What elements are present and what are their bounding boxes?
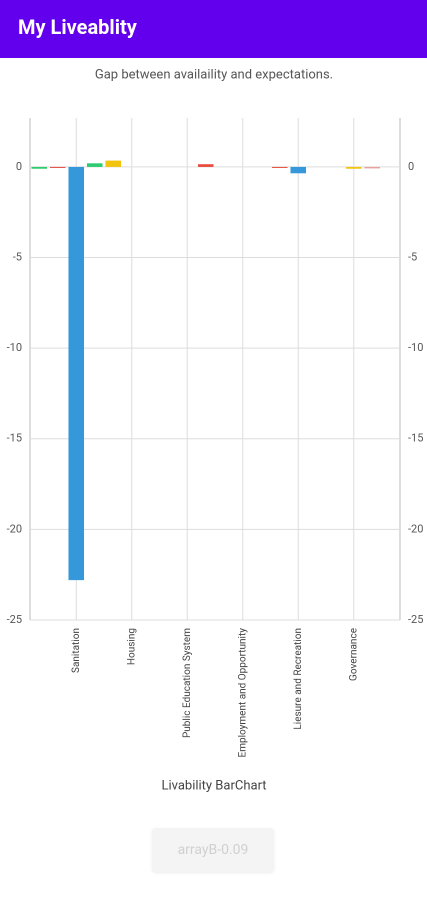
x-tick-label: Liesure and Recreation: [293, 628, 304, 730]
y-tick-label: -10: [7, 341, 22, 354]
app-title: My Liveablity: [18, 15, 137, 39]
bar: [49, 166, 66, 168]
y2-tick-label: -10: [408, 341, 423, 354]
x-tick-label: Sanitation: [71, 628, 82, 673]
y2-tick-label: -20: [408, 522, 423, 535]
bar: [197, 164, 214, 167]
app-bar: My Liveablity: [0, 0, 427, 58]
y2-tick-label: -5: [408, 250, 417, 263]
x-tick-label: Employment and Opportunity: [237, 628, 248, 758]
bar: [290, 166, 307, 174]
chart-title: Gap between availaility and expectations…: [95, 67, 333, 82]
x-axis-title: Livability BarChart: [161, 778, 266, 793]
x-tick-label: Governance: [348, 628, 359, 681]
y-tick-label: -25: [7, 613, 22, 626]
y-tick-label: -20: [7, 522, 22, 535]
bar: [345, 166, 362, 169]
y2-tick-label: -25: [408, 613, 423, 626]
bar: [31, 166, 48, 169]
y2-tick-label: 0: [408, 160, 414, 173]
y-tick-label: -5: [13, 250, 22, 263]
chart: Gap between availaility and expectations…: [7, 67, 424, 793]
x-tick-label: Public Education System: [182, 628, 193, 738]
action-button[interactable]: arrayB-0.09: [152, 828, 274, 872]
y-tick-label: 0: [16, 160, 22, 173]
x-tick-label: Housing: [126, 628, 137, 665]
bar: [105, 160, 122, 167]
y-tick-label: -15: [7, 432, 22, 445]
bar: [271, 166, 288, 168]
bar: [86, 163, 103, 167]
bar: [364, 166, 381, 169]
bar: [68, 166, 85, 581]
y2-tick-label: -15: [408, 432, 423, 445]
